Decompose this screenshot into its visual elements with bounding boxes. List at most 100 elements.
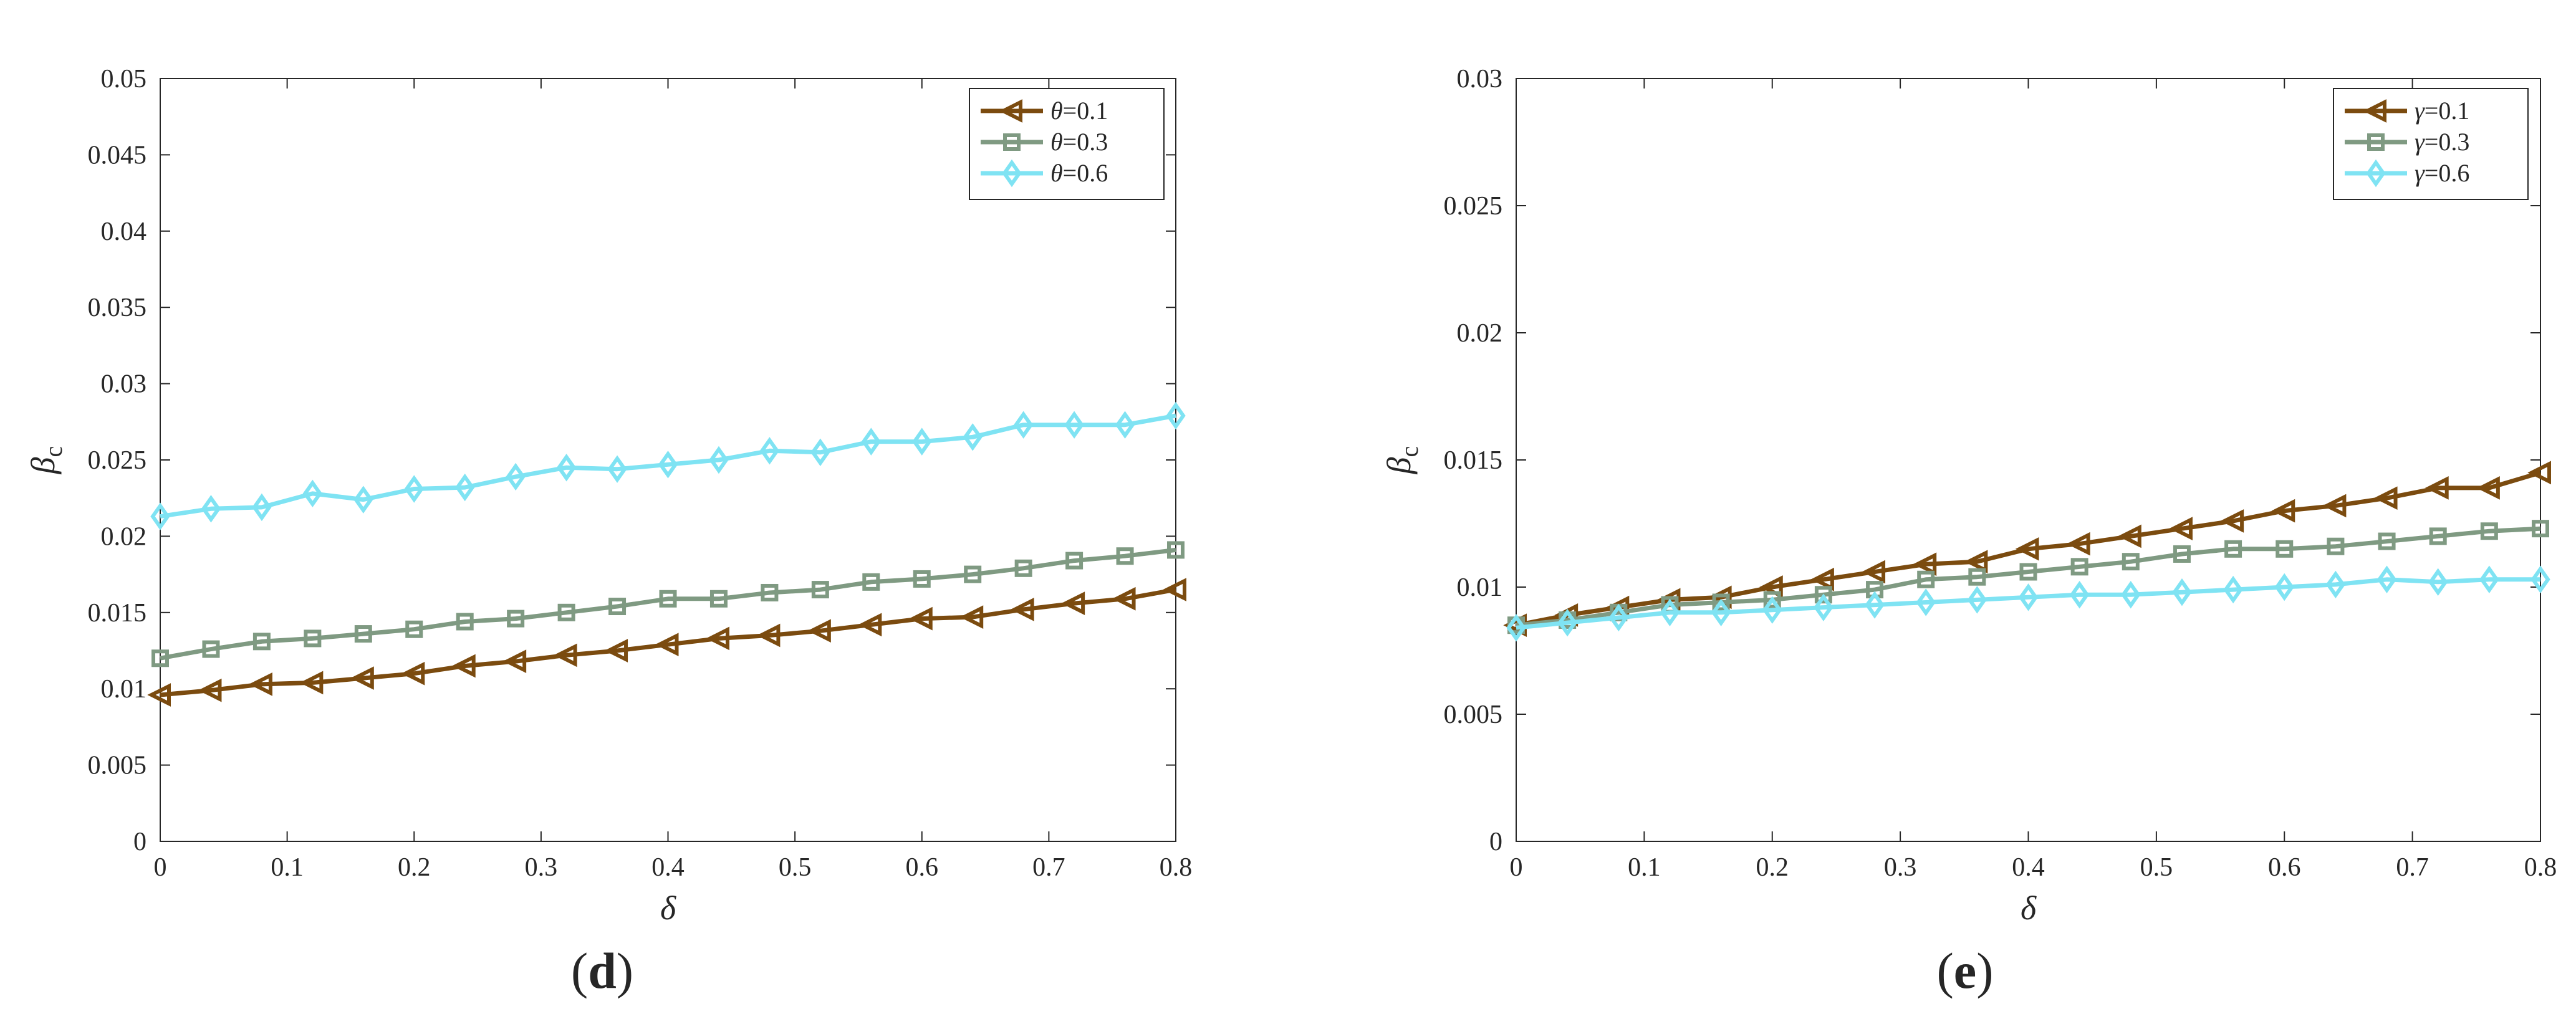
chart-e-series-3-point (2530, 565, 2550, 593)
chart-e-y-tick-label: 0.02 (1457, 319, 1503, 348)
chart-e-series-3-point (1814, 593, 1833, 621)
chart-d-y-tick-label: 0.005 (88, 752, 147, 780)
chart-d-series-3-point (353, 485, 373, 514)
chart-d-series-2-point (964, 565, 982, 583)
chart-d-series-3-point (1064, 411, 1084, 439)
chart-e-legend-marker (2363, 99, 2386, 123)
chart-e-x-tick-label: 0.6 (2268, 853, 2301, 882)
chart-e-series-3-point (1506, 614, 1526, 642)
chart-e-y-tick-label: 0 (1489, 828, 1502, 856)
chart-d-legend-marker (1002, 159, 1022, 188)
chart-e-series-3-point (2172, 578, 2192, 606)
chart-e-series-3-point (2428, 568, 2448, 596)
chart-e-series-3 (1506, 565, 2550, 642)
chart-d-series-1-point (604, 639, 628, 662)
chart-e-x-tick-label: 0 (1510, 853, 1523, 882)
chart-d-series-3-point (252, 493, 272, 522)
chart-d-series-3-point (150, 502, 170, 530)
chart-e-x-tick-label: 0.4 (2012, 853, 2045, 882)
chart-d-x-axis-label: δ (660, 889, 676, 927)
chart-e-series-2-point (2224, 540, 2242, 558)
chart-d-series-2-point (761, 583, 779, 601)
chart-e-series-2-point (2019, 563, 2037, 581)
chart-d-series-2-point (252, 633, 271, 651)
chart-d-x-tick-label: 0.3 (525, 853, 558, 882)
chart-d-series-1-point (909, 606, 933, 631)
chart-e-y-axis-label: βc (1380, 446, 1423, 475)
chart-d-y-axis-label: βc (24, 446, 67, 475)
chart-e-y-tick-label: 0.01 (1457, 573, 1503, 602)
chart-d-series-2-point (1014, 559, 1032, 577)
chart-e-series-1-point (1810, 567, 1834, 591)
chart-e-series-3-point (2069, 581, 2090, 609)
chart-d-series-3-point (709, 446, 729, 474)
chart-e-series-3-point (2325, 570, 2346, 599)
chart-e-y-tick-label: 0.015 (1444, 446, 1503, 475)
chart-d-y-tick-label: 0.045 (88, 141, 147, 170)
chart-d-y-tick-label: 0.015 (88, 599, 147, 628)
chart-d-caption: (d) (571, 942, 633, 999)
chart-e-x-tick-label: 0.7 (2396, 853, 2429, 882)
chart-d-series-2-point (354, 625, 372, 643)
chart-e-series-1-point (1964, 550, 1988, 574)
chart-d: 0 0.1 0.2 0.3 0.4 0.5 0.6 0.7 0.8 0 0.005 0.01 0.015… (24, 65, 1192, 999)
chart-d-series-2-point (913, 570, 931, 588)
chart-e-series-3-line (1516, 577, 2540, 630)
chart-e-series-1-point (1913, 552, 1937, 576)
chart-d-series-3-point (302, 479, 323, 508)
chart-d-series-1-point (249, 672, 272, 696)
chart-d-series-3-point (556, 454, 577, 482)
chart-d-series-3-point (963, 423, 983, 451)
chart-e-legend-marker (2366, 159, 2386, 188)
chart-e-series-3-point (1865, 591, 1885, 619)
chart-d-series-3-point (759, 437, 780, 465)
chart-e-series-3-point (1557, 608, 1577, 637)
chart-e-series-3-point (1660, 598, 1680, 627)
chart-e-caption: (e) (1936, 942, 1993, 999)
chart-e-y-tick-label: 0.005 (1444, 701, 1503, 729)
chart-d-series-3-point (658, 451, 678, 479)
chart-e-series-3-point (2018, 583, 2039, 611)
chart-d-series-2-point (1167, 541, 1185, 559)
chart-e-series-3-point (2121, 581, 2141, 609)
chart-e-series-3-point (2223, 575, 2243, 604)
chart-e-series-2-point (1968, 568, 1986, 586)
chart-e-series-1-point (2373, 486, 2398, 510)
chart-e-legend-label: γ=0.6 (2415, 159, 2469, 187)
chart-e-y-tick-label: 0.03 (1457, 65, 1503, 93)
chart-e-series-2-line (1516, 526, 2541, 628)
chart-d-series-3-point (607, 455, 627, 483)
chart-d-y-tick-label: 0.02 (101, 522, 147, 551)
chart-d-series-2-point (1065, 552, 1084, 570)
chart-e-legend-label: γ=0.1 (2415, 97, 2469, 125)
chart-d-legend-marker (999, 99, 1022, 123)
chart-d-series-2-point (304, 629, 322, 648)
chart-d-series-1-point (959, 605, 984, 629)
chart-e-series-2-point (2276, 540, 2294, 558)
chart-d-series-1-point (401, 661, 425, 686)
chart-d-series-3-point (455, 473, 475, 502)
chart-d-series-2-point (507, 610, 525, 628)
chart-d-series-1-point (807, 619, 831, 643)
chart-e-x-tick-label: 0.1 (1628, 853, 1661, 882)
chart-d-legend-label: θ=0.1 (1050, 97, 1108, 125)
chart-e-series-2-point (2327, 537, 2345, 555)
chart-d-series-2-point (456, 613, 474, 631)
chart-e-series-1-point (2476, 476, 2500, 500)
chart-e-series-1-point (2322, 494, 2347, 518)
chart-d-series-2-point (811, 581, 829, 599)
chart-d-series-1-point (858, 613, 882, 637)
chart-e-series-2-point (2070, 558, 2088, 576)
chart-e-x-tick-label: 0.5 (2140, 853, 2173, 882)
chart-e-series-2-point (2378, 532, 2396, 550)
chart-d-series-2-point (862, 573, 880, 591)
chart-d-series-1-point (299, 671, 324, 695)
chart-e-series-1-point (2527, 461, 2551, 485)
chart-e-x-axis-label: δ (2021, 889, 2037, 927)
chart-d-series-1-point (1163, 578, 1186, 601)
chart-e-series-3-point (1762, 596, 1782, 624)
chart-e-legend: γ=0.1 γ=0.3 γ=0.6 (2333, 88, 2529, 200)
chart-d-x-tick-label: 0.2 (398, 853, 431, 882)
chart-d-x-tick-label: 0.5 (779, 853, 812, 882)
